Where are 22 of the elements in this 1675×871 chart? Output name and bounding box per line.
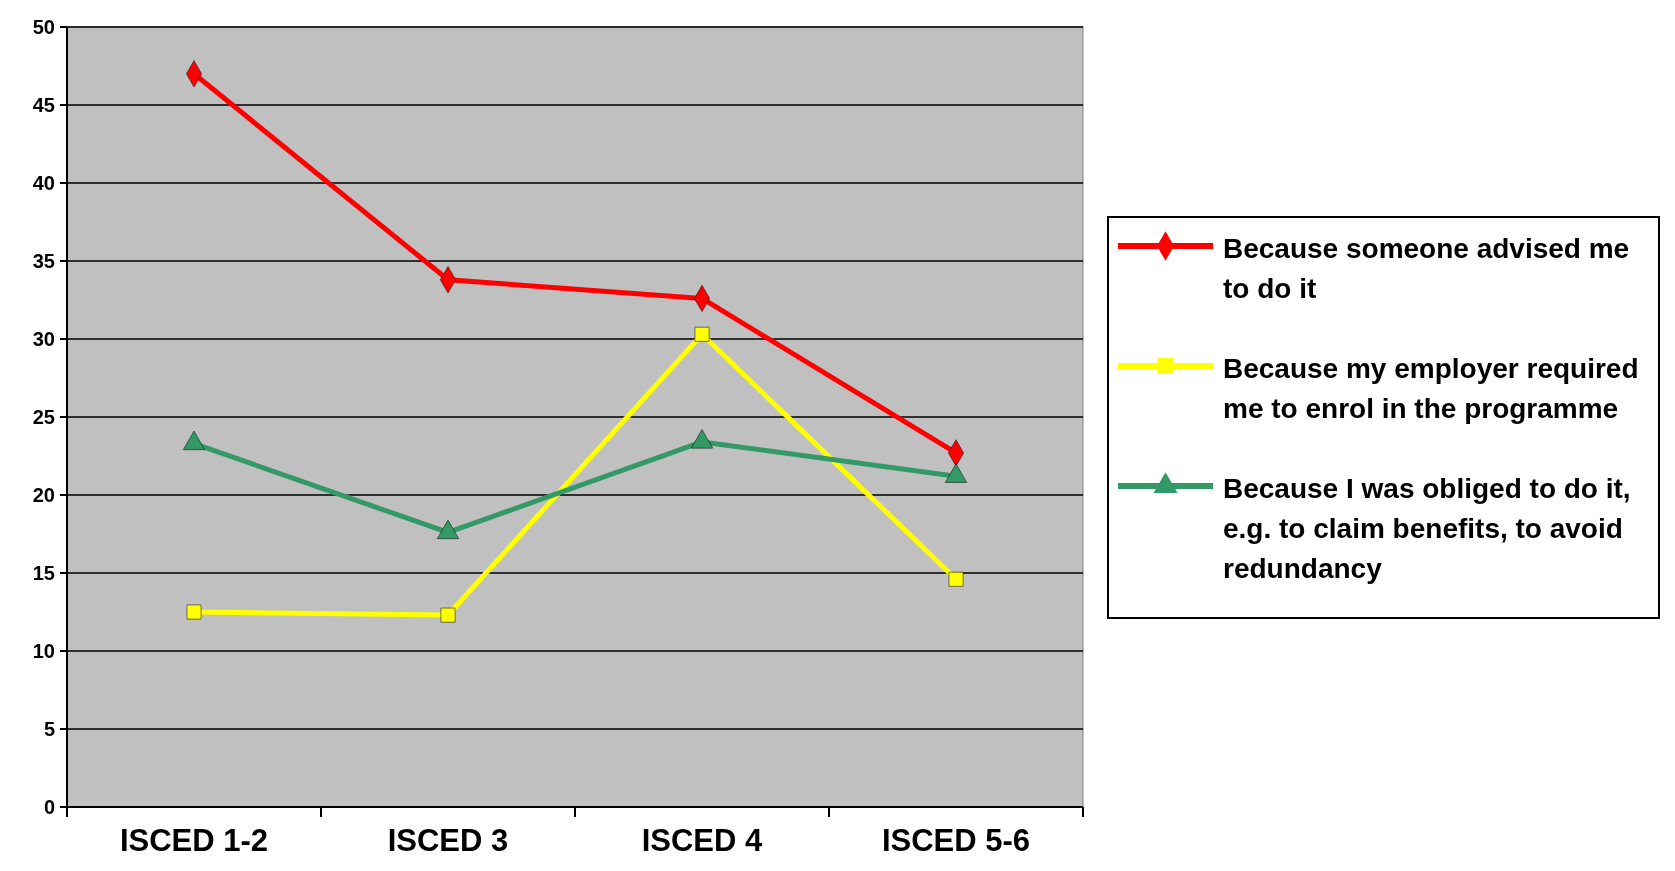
y-tick-label: 25 (32, 406, 55, 428)
legend-label: Because I was obliged to do it, e.g. to claim benefits, to avoid redundancy (1223, 473, 1631, 584)
y-tick-label: 20 (32, 484, 55, 506)
y-tick-label: 15 (32, 562, 55, 584)
point (694, 327, 710, 342)
y-tick-label: 50 (32, 16, 55, 38)
point (948, 571, 964, 587)
x-tick-label: ISCED 3 (387, 823, 509, 858)
point (186, 604, 202, 620)
y-tick-label: 0 (43, 796, 55, 818)
point (440, 607, 456, 623)
y-tick-label: 45 (32, 94, 55, 116)
x-tick-label: ISCED 1-2 (119, 823, 269, 858)
legend-label: Because someone advised me to do it (1223, 233, 1630, 304)
x-tick-label: ISCED 5-6 (881, 823, 1031, 858)
y-tick-label: 10 (32, 640, 55, 662)
y-tick-label: 5 (43, 718, 55, 740)
y-tick-label: 30 (32, 328, 55, 350)
y-tick-label: 40 (32, 172, 55, 194)
y-tick-label: 35 (32, 250, 55, 272)
legend-label: Because my employer required me to enrol in the programme (1223, 353, 1639, 424)
x-tick-label: ISCED 4 (641, 823, 764, 858)
